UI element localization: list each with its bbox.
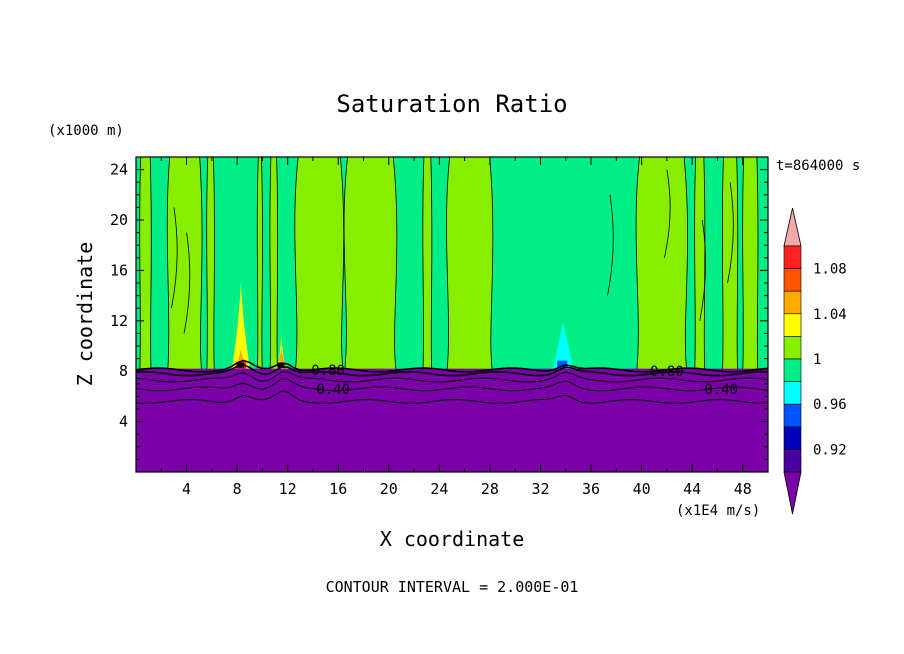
saturated-column	[721, 157, 739, 373]
x-tick-label: 20	[380, 480, 398, 498]
x-tick-label: 16	[329, 480, 347, 498]
saturated-column	[694, 157, 706, 373]
contour-interval-footer: CONTOUR INTERVAL = 2.000E-01	[326, 578, 579, 596]
saturated-column	[256, 157, 263, 373]
colorbar-swatch	[783, 358, 802, 382]
saturated-column	[269, 157, 279, 373]
plume	[231, 283, 250, 369]
time-label: t=864000 s	[776, 158, 860, 174]
colorbar-swatch	[783, 426, 802, 450]
dry-layer	[136, 368, 768, 472]
colorbar-swatch	[783, 268, 802, 292]
x-tick-label: 12	[279, 480, 297, 498]
contour-line	[136, 390, 768, 404]
colorbar-extend-min	[783, 471, 802, 515]
y-unit-label: (x1000 m)	[48, 123, 124, 139]
saturated-column	[446, 157, 494, 373]
supersaturation-plumes	[231, 283, 574, 370]
contour-streak	[170, 207, 178, 309]
contour-label: 0.80	[650, 364, 684, 380]
saturated-column	[206, 157, 215, 373]
contour-label: 0.40	[704, 382, 738, 398]
saturated-column	[166, 157, 203, 373]
contour-lines	[136, 359, 768, 404]
y-tick-label: 24	[110, 161, 128, 179]
saturated-column	[294, 157, 345, 373]
plume	[553, 323, 574, 369]
x-tick-label: 36	[582, 480, 600, 498]
x-tick-label: 4	[182, 480, 191, 498]
colorbar-swatch	[783, 403, 802, 428]
saturated-column	[139, 157, 152, 373]
contour-line	[136, 359, 768, 373]
x-tick-label: 44	[683, 480, 701, 498]
y-axis-label: Z coordinate	[73, 242, 97, 387]
contour-streak	[663, 169, 671, 258]
contour-streak	[183, 232, 191, 334]
plume-dark-core	[277, 362, 285, 368]
contour-streak	[607, 194, 614, 296]
colorbar-swatch	[783, 449, 802, 473]
contour-line	[136, 363, 768, 377]
chart-title: Saturation Ratio	[336, 90, 567, 118]
y-tick-label: 8	[119, 362, 128, 380]
x-tick-label: 24	[430, 480, 448, 498]
contour-streak	[699, 219, 706, 321]
contour-line	[136, 378, 768, 392]
y-tick-label: 20	[110, 211, 128, 229]
y-tick-label: 12	[110, 312, 128, 330]
contour-label: 0.80	[311, 363, 345, 379]
plume-core	[557, 360, 568, 369]
y-tick-label: 4	[119, 413, 128, 431]
x-tick-label: 48	[734, 480, 752, 498]
colorbar-label: 1.04	[813, 307, 847, 323]
contour-streak	[727, 182, 734, 284]
colorbar-label: 1	[813, 352, 821, 368]
contour-label: 0.40	[316, 382, 350, 398]
x-axis-label: X coordinate	[380, 527, 525, 551]
contour-line	[136, 371, 768, 383]
x-axis-ticks: 4 8 12 16 20 24 28 32 36 40 44 48	[135, 157, 769, 498]
colorbar-swatch	[783, 245, 802, 269]
colorbar-swatch	[783, 313, 802, 337]
colorbar-extend-max	[783, 207, 802, 247]
colorbar-label: 1.08	[813, 262, 847, 278]
x-tick-label: 40	[633, 480, 651, 498]
plot-area	[136, 157, 768, 472]
saturated-column	[742, 157, 759, 373]
saturated-column	[635, 157, 688, 373]
y-axis-ticks: 4 8 12 16 20 24	[110, 156, 768, 473]
saturated-column	[343, 157, 398, 373]
plot-frame	[135, 156, 769, 473]
x-tick-label: 32	[531, 480, 549, 498]
colorbar: 1.08 1.04 1 0.96 0.92	[783, 207, 847, 515]
colorbar-label: 0.92	[813, 442, 847, 458]
contour-labels: 0.80 0.40 0.80 0.40	[311, 363, 738, 398]
x-tick-label: 8	[233, 480, 242, 498]
field-bands	[139, 157, 759, 373]
y-tick-label: 16	[110, 261, 128, 279]
x-tick-label: 28	[481, 480, 499, 498]
colorbar-swatch	[783, 381, 802, 405]
colorbar-swatch	[783, 290, 802, 315]
colorbar-swatch	[783, 336, 802, 360]
saturated-column	[422, 157, 433, 373]
colorbar-label: 0.96	[813, 397, 847, 413]
x-unit-label: (x1E4 m/s)	[676, 503, 760, 519]
